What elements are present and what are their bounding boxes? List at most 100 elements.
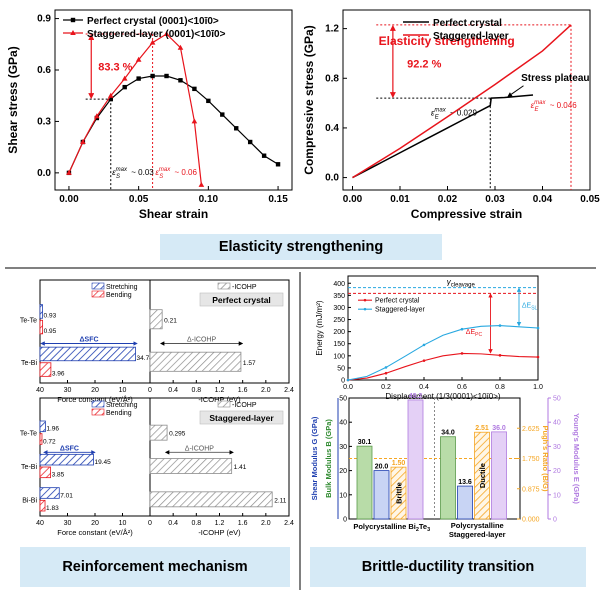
fc-delta-sfc-label: ΔSFC — [80, 337, 99, 344]
force-constant-perfect-chart: 40 30 20 10 0 0.4 0.8 1.2 1.6 2.0 2.4 Force constan… — [20, 279, 294, 404]
compressive-y-tick-label: 0.8 — [325, 73, 339, 84]
shear-staggered-strain-label: εmax S ~ 0.06 — [155, 167, 197, 180]
energy-y-tick-label: 50 — [337, 365, 345, 372]
compressive-x-tick-label: 0.02 — [438, 194, 458, 205]
moduli-pugh-bar — [474, 431, 490, 520]
energy-y-tick-label: 0 — [341, 378, 345, 385]
moduli-left-tick-label: 10 — [339, 492, 347, 499]
moduli-pugh-tick-label: 2.625 — [522, 426, 540, 433]
compressive-x-axis-label: Compressive strain — [411, 207, 522, 221]
moduli-e-tick-label: 50 — [553, 396, 561, 403]
shear-point-perfect — [136, 76, 141, 81]
energy-y-tick-label: 400 — [333, 281, 345, 288]
energy-delta-sl-label: ΔESL — [522, 302, 538, 311]
energy-series-point — [460, 352, 464, 355]
shear-point-staggered — [121, 75, 128, 81]
fc-icohp-bar — [149, 491, 273, 508]
shear-series-line-0 — [68, 75, 279, 174]
fc-right-tick-label: 2.0 — [261, 387, 271, 394]
moduli-pugh-tick-label: 0.000 — [522, 517, 540, 524]
fc-right-tick-label: 0.8 — [191, 387, 201, 394]
moduli-left-tick-label: 0 — [343, 517, 347, 524]
fc-right-tick-label: 1.6 — [238, 387, 248, 394]
fc-delta-icohp-label: Δ-ICOHP — [185, 445, 215, 452]
compressive-series-line-0 — [352, 94, 534, 179]
compressive-legend-label: Staggered-layer — [433, 31, 509, 42]
fc-legend-icohp-label: -ICOHP — [232, 402, 257, 409]
compressive-x-tick-label: 0.04 — [533, 194, 553, 205]
shear-point-perfect — [220, 112, 225, 117]
moduli-e-tick-label: 40 — [553, 420, 561, 427]
shear-x-tick-label: 0.00 — [59, 194, 79, 205]
moduli-left-tick-label: 40 — [339, 420, 347, 427]
fc-stretching-value: 7.01 — [60, 492, 73, 499]
energy-x-tick-label: 1.0 — [533, 384, 543, 391]
fc-right-tick-label: 2.4 — [284, 387, 294, 394]
moduli-e-axis-label: Young's Modulus E (GPa) — [572, 413, 581, 504]
shear-legend-label: Staggered-layer (0001)<10ī0> — [87, 29, 226, 40]
compressive-elasticity-label: Elasticity strengthening — [379, 34, 515, 48]
moduli-pugh-bar-value: 2.51 — [475, 425, 489, 432]
compressive-plateau-label: Stress plateau — [521, 73, 589, 84]
fc-title-box — [199, 410, 284, 425]
fc-category-label: Te-Te — [20, 317, 37, 324]
energy-series-point — [346, 378, 350, 382]
fc-delta-icohp-label: Δ-ICOHP — [187, 337, 217, 344]
fc-icohp-bar — [149, 424, 168, 441]
energy-y-axis-label: Energy (mJ/m²) — [315, 300, 324, 355]
shear-point-staggered — [107, 92, 114, 98]
shear-point-perfect — [192, 86, 197, 92]
fc-icohp-value: 0.21 — [164, 317, 177, 324]
energy-series-point — [498, 354, 502, 357]
moduli-pugh-bar-value: 1.50 — [392, 460, 406, 467]
fc-left-tick-label: 0 — [148, 520, 152, 527]
moduli-state-label: Ductile — [478, 463, 487, 488]
fc-legend-bending-label: Bending — [106, 292, 132, 299]
moduli-pugh-tick-label: 1.750 — [522, 456, 540, 463]
fc-stretching-value: 19.45 — [94, 459, 111, 466]
compressive-staggered-strain-label: εmax E ~ 0.046 — [531, 100, 578, 113]
fc-delta-sfc-label: ΔSFC — [60, 445, 79, 452]
fc-legend-bending-swatch — [91, 408, 105, 416]
shear-point-perfect — [108, 96, 113, 102]
fc-category-label: Te-Bi — [21, 464, 37, 471]
energy-delta-pc-label: ΔEPC — [466, 329, 483, 338]
fc-stretching-bar — [39, 304, 43, 319]
fc-right-tick-label: 0.4 — [168, 387, 178, 394]
moduli-g-bar — [440, 436, 456, 520]
shear-stress-chart: 0.00 0.05 0.10 0.15 0.0 0.3 0.6 0.9 Shear strain… — [6, 9, 293, 221]
fc-icohp-bar — [149, 458, 233, 474]
fc-left-tick-label: 10 — [119, 520, 127, 527]
fc-right-axis-label: -ICOHP (eV) — [198, 528, 241, 537]
fc-category-label: Te-Te — [20, 431, 37, 438]
energy-x-axis-label: Displacement (1/3(0001)<10ī0>) — [385, 392, 501, 401]
energy-y-tick-label: 150 — [333, 341, 345, 348]
shear-point-staggered — [80, 139, 86, 144]
fc-right-tick-label: 1.2 — [215, 387, 225, 394]
compressive-y-tick-label: 0.0 — [325, 173, 339, 184]
energy-y-tick-label: 250 — [333, 317, 345, 324]
fc-left-tick-label: 30 — [64, 520, 72, 527]
moduli-b-bar-value: 13.6 — [458, 479, 472, 486]
shear-legend-marker — [70, 17, 76, 23]
energy-displacement-chart: 0.0 0.2 0.4 0.6 0.8 1.0 0 50 100 150 200 250 300 350 4… — [315, 275, 543, 401]
compressive-percent-label: 92.2 % — [407, 59, 441, 71]
fc-left-tick-label: 20 — [91, 387, 99, 394]
energy-series-point — [498, 324, 502, 327]
fc-icohp-value: 0.295 — [169, 431, 186, 438]
moduli-e-tick-label: 10 — [553, 492, 561, 499]
compressive-x-tick-label: 0.05 — [580, 194, 600, 205]
fc-left-tick-label: 40 — [36, 387, 44, 394]
fc-legend-bending-swatch — [91, 290, 105, 298]
force-constant-staggered-chart: 40 30 20 10 0 0.4 0.8 1.2 1.6 2.0 2.4 Force constan… — [20, 397, 294, 537]
fc-icohp-value: 2.11 — [274, 497, 287, 504]
shear-y-tick-label: 0.9 — [37, 14, 51, 25]
moduli-e-bar-value: 36.0 — [492, 425, 506, 432]
energy-legend-label: Staggered-layer — [375, 307, 425, 314]
fc-stretching-bar — [39, 487, 60, 499]
shear-point-staggered — [66, 169, 72, 175]
shear-series-line-1 — [68, 33, 202, 185]
fc-right-tick-label: 0.4 — [168, 520, 178, 527]
moduli-group-label-staggered-a: Polycrystalline — [451, 521, 504, 530]
